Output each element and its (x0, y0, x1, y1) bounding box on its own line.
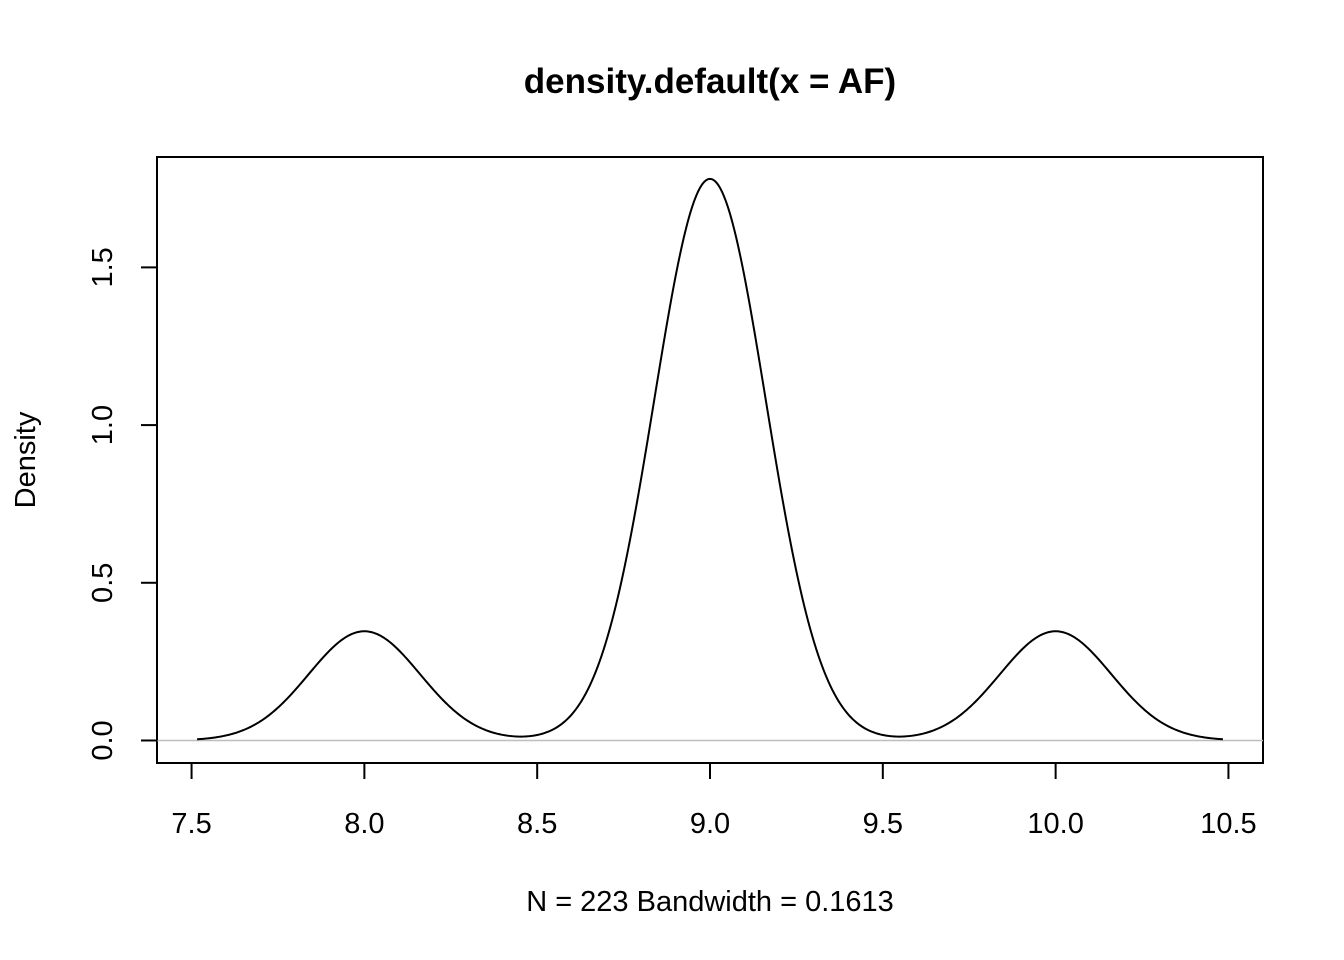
y-tick-label: 0.5 (87, 563, 119, 603)
x-tick-label: 7.5 (171, 808, 211, 840)
y-axis-label: Density (10, 411, 42, 508)
x-axis: 7.5 8.0 8.5 9.0 9.5 10.0 10.5 (171, 762, 1257, 840)
plot-frame (156, 156, 1264, 764)
y-tick-label: 1.0 (87, 405, 119, 445)
x-tick-label: 8.0 (344, 808, 384, 840)
chart-title: density.default(x = AF) (524, 62, 896, 101)
x-tick-label: 10.0 (1027, 808, 1083, 840)
y-axis: 0.0 0.5 1.0 1.5 (87, 247, 158, 761)
x-tick-label: 9.0 (690, 808, 730, 840)
x-tick-label: 8.5 (517, 808, 557, 840)
density-curve (197, 177, 1223, 741)
y-tick-label: 1.5 (87, 247, 119, 287)
x-tick-label: 9.5 (863, 808, 903, 840)
y-tick-label: 0.0 (87, 720, 119, 760)
x-axis-label: N = 223 Bandwidth = 0.1613 (526, 886, 894, 918)
x-tick-label: 10.5 (1200, 808, 1256, 840)
